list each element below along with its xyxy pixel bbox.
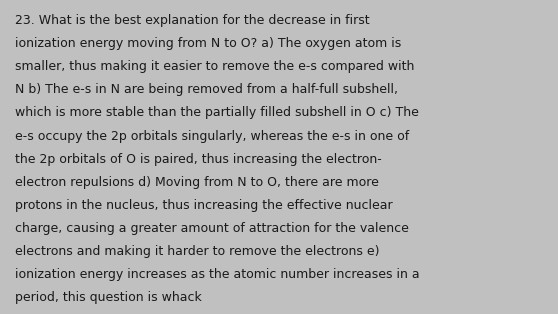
Text: which is more stable than the partially filled subshell in O c) The: which is more stable than the partially …	[15, 106, 419, 119]
Text: N b) The e-s in N are being removed from a half-full subshell,: N b) The e-s in N are being removed from…	[15, 84, 398, 96]
Text: period, this question is whack: period, this question is whack	[15, 291, 202, 304]
Text: charge, causing a greater amount of attraction for the valence: charge, causing a greater amount of attr…	[15, 222, 409, 235]
Text: ionization energy moving from N to O? a) The oxygen atom is: ionization energy moving from N to O? a)…	[15, 37, 401, 50]
Text: electrons and making it harder to remove the electrons e): electrons and making it harder to remove…	[15, 245, 379, 258]
Text: ionization energy increases as the atomic number increases in a: ionization energy increases as the atomi…	[15, 268, 420, 281]
Text: the 2p orbitals of O is paired, thus increasing the electron-: the 2p orbitals of O is paired, thus inc…	[15, 153, 382, 165]
Text: protons in the nucleus, thus increasing the effective nuclear: protons in the nucleus, thus increasing …	[15, 199, 393, 212]
Text: electron repulsions d) Moving from N to O, there are more: electron repulsions d) Moving from N to …	[15, 176, 379, 189]
Text: 23. What is the best explanation for the decrease in first: 23. What is the best explanation for the…	[15, 14, 370, 27]
Text: e-s occupy the 2p orbitals singularly, whereas the e-s in one of: e-s occupy the 2p orbitals singularly, w…	[15, 130, 410, 143]
Text: smaller, thus making it easier to remove the e-s compared with: smaller, thus making it easier to remove…	[15, 60, 415, 73]
